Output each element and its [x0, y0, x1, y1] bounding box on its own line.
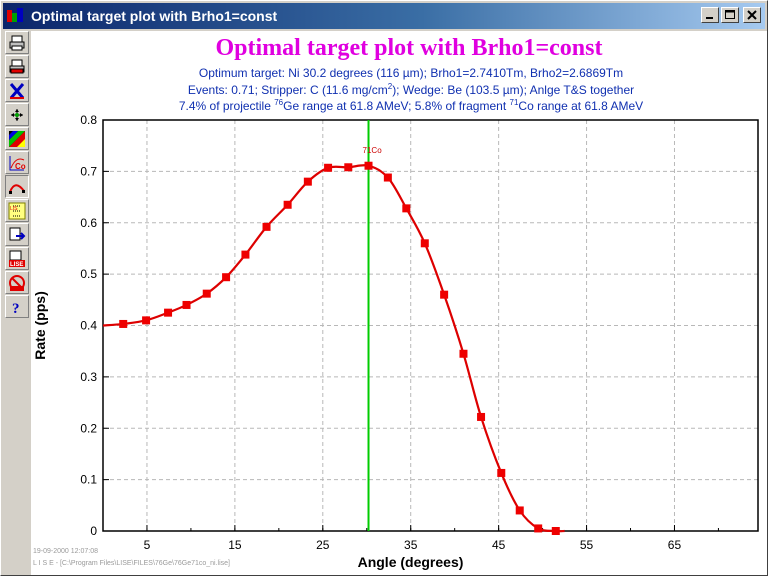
grid-settings-button[interactable]: LIS: [5, 199, 29, 222]
data-point: [420, 239, 429, 248]
data-point: [119, 319, 128, 328]
save-lise-icon: LISE: [9, 250, 25, 268]
data-point: [534, 524, 543, 533]
data-point: [202, 289, 211, 298]
data-point: [497, 468, 506, 477]
x-tick-label: 25: [316, 538, 330, 552]
y-tick-label: 0.1: [80, 473, 97, 487]
data-point: [515, 506, 524, 515]
minimize-button[interactable]: [701, 7, 719, 23]
export-icon: [9, 227, 26, 240]
range-info-sup2: 71: [509, 98, 519, 107]
data-point: [402, 204, 411, 213]
events-info-line: Events: 0.71; Stripper: C (11.6 mg/cm2);…: [111, 82, 711, 97]
svg-text:LIS: LIS: [10, 206, 18, 212]
y-tick-label: 0.6: [80, 216, 97, 230]
window-title: Optimal target plot with Brho1=const: [31, 8, 278, 24]
curve-icon: [9, 183, 25, 194]
rate-curve: [102, 164, 565, 533]
data-point: [440, 290, 449, 299]
x-tick-label: 35: [404, 538, 418, 552]
events-info-sup: 2: [387, 82, 393, 91]
print-icon: [9, 35, 25, 50]
svg-text:Co: Co: [15, 162, 26, 171]
cobalt-plot-button[interactable]: Co: [5, 151, 29, 174]
data-point: [182, 300, 191, 309]
close-icon: [747, 10, 757, 20]
window-controls: [699, 7, 761, 23]
y-tick-label: 0.7: [80, 164, 97, 178]
print-preview-icon: [9, 59, 25, 73]
app-logo-icon: [7, 8, 25, 24]
y-axis-label: Rate (pps): [32, 291, 48, 359]
data-point: [383, 173, 392, 182]
maximize-icon: [725, 10, 735, 19]
close-x-icon: [9, 82, 25, 99]
color-palette-icon: [9, 130, 25, 147]
x-tick-label: 5: [144, 538, 151, 552]
scale-button[interactable]: [5, 103, 29, 126]
scale-icon: [11, 108, 23, 121]
y-tick-label: 0.8: [80, 113, 97, 127]
close-button[interactable]: [743, 7, 761, 23]
x-tick-label: 45: [492, 538, 506, 552]
y-tick-label: 0.3: [80, 370, 97, 384]
svg-text:LISE: LISE: [10, 262, 23, 268]
events-info-text-b: ); Wedge: Be (103.5 µm); Anlge T&S toget…: [392, 83, 635, 97]
curve-button[interactable]: [5, 175, 29, 198]
range-info-line: 7.4% of projectile 76Ge range at 61.8 AM…: [111, 98, 711, 113]
data-point: [164, 308, 173, 317]
svg-text:?: ?: [12, 301, 20, 316]
data-point: [477, 412, 486, 421]
help-button[interactable]: ?: [5, 295, 29, 318]
export-button[interactable]: [5, 223, 29, 246]
y-tick-label: 0.4: [80, 319, 97, 333]
title-bar[interactable]: Optimal target plot with Brho1=const: [3, 3, 765, 29]
optimum-info-line: Optimum target: Ni 30.2 degrees (116 µm)…: [198, 66, 624, 80]
data-point: [262, 222, 271, 231]
data-point: [344, 163, 353, 172]
minimize-icon: [706, 17, 713, 19]
maximize-button[interactable]: [721, 7, 739, 23]
data-point: [364, 161, 373, 170]
close-plot-button[interactable]: [5, 79, 29, 102]
data-point: [222, 273, 231, 282]
help-icon: ?: [12, 301, 20, 316]
data-point: [459, 349, 468, 358]
plot-area: Optimal target plot with Brho1=const Opt…: [31, 31, 767, 575]
footer-timestamp: 19-09-2000 12:07:08: [33, 548, 98, 555]
range-info-sup1: 76: [274, 98, 284, 107]
no-lise-icon: [9, 274, 25, 291]
data-point: [283, 200, 292, 209]
data-point: [142, 316, 151, 325]
print-preview-button[interactable]: [5, 55, 29, 78]
chart-title: Optimal target plot with Brho1=const: [215, 35, 603, 61]
color-palette-button[interactable]: [5, 127, 29, 150]
data-point: [303, 177, 312, 186]
range-info-text-c: Co range at 61.8 AMeV: [518, 99, 644, 113]
grid-settings-icon: LIS: [8, 202, 26, 219]
data-point: [241, 250, 250, 259]
cobalt-plot-icon: Co: [9, 155, 26, 171]
data-point: [324, 163, 333, 172]
left-toolbar: Co LIS LISE ?: [5, 31, 29, 319]
events-info-text-a: Events: 0.71; Stripper: C (11.6 mg/cm: [187, 83, 388, 97]
y-tick-label: 0: [90, 524, 97, 538]
x-tick-label: 55: [580, 538, 594, 552]
y-tick-label: 0.5: [80, 267, 97, 281]
x-tick-label: 65: [668, 538, 682, 552]
no-lise-button[interactable]: [5, 271, 29, 294]
range-info-text-a: 7.4% of projectile: [178, 99, 275, 113]
footer-path: L I S E - [C:\Program Files\LISE\FILES\7…: [33, 560, 230, 567]
data-point: [551, 527, 560, 535]
x-tick-label: 15: [228, 538, 242, 552]
range-info-text-b: Ge range at 61.8 AMeV; 5.8% of fragment: [283, 99, 510, 113]
print-button[interactable]: [5, 31, 29, 54]
optimum-label: 71Co: [363, 146, 383, 155]
x-axis-label: Angle (degrees): [358, 554, 464, 570]
y-tick-label: 0.2: [80, 421, 97, 435]
save-lise-button[interactable]: LISE: [5, 247, 29, 270]
